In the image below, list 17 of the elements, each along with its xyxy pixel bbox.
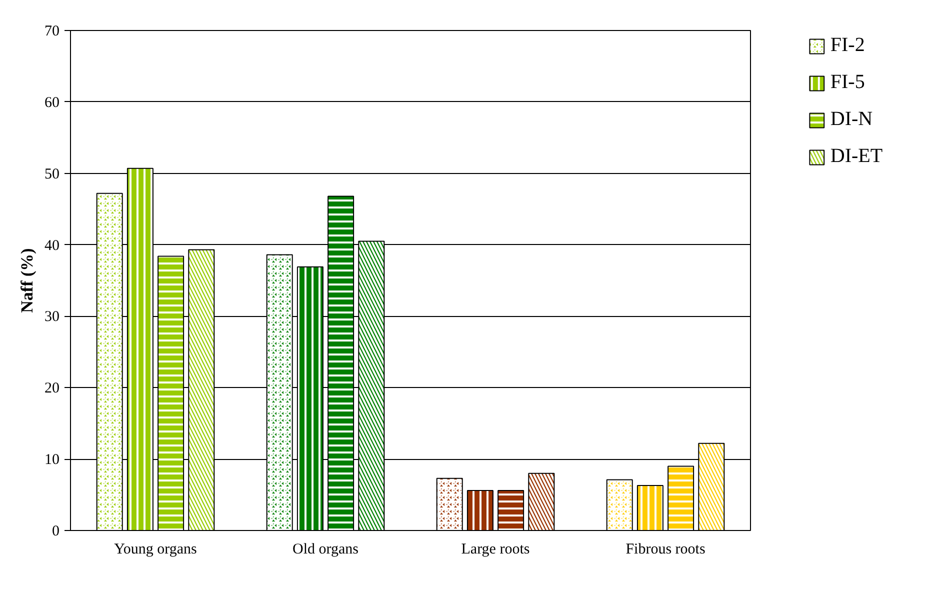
legend-label: DI-ET bbox=[830, 145, 883, 168]
x-tick-label: Large roots bbox=[461, 542, 530, 558]
legend-label: DI-N bbox=[830, 108, 873, 131]
y-tick-label: 0 bbox=[52, 524, 60, 540]
y-tick-label: 10 bbox=[44, 452, 60, 468]
y-tick-label: 60 bbox=[44, 94, 60, 111]
x-tick-label: Young organs bbox=[114, 542, 198, 558]
y-tick-label: 30 bbox=[44, 309, 60, 326]
y-tick-label: 40 bbox=[44, 238, 60, 254]
y-tick-label: 50 bbox=[44, 166, 60, 182]
y-tick-label: 70 bbox=[44, 24, 60, 40]
x-tick-label: Old organs bbox=[292, 542, 359, 558]
x-tick-label: Fibrous roots bbox=[626, 542, 706, 558]
legend-label: FI-5 bbox=[830, 71, 865, 94]
legend-label: FI-2 bbox=[830, 34, 865, 57]
y-tick-label: 20 bbox=[44, 380, 60, 397]
y-axis-title: Naff (%) bbox=[18, 248, 36, 313]
